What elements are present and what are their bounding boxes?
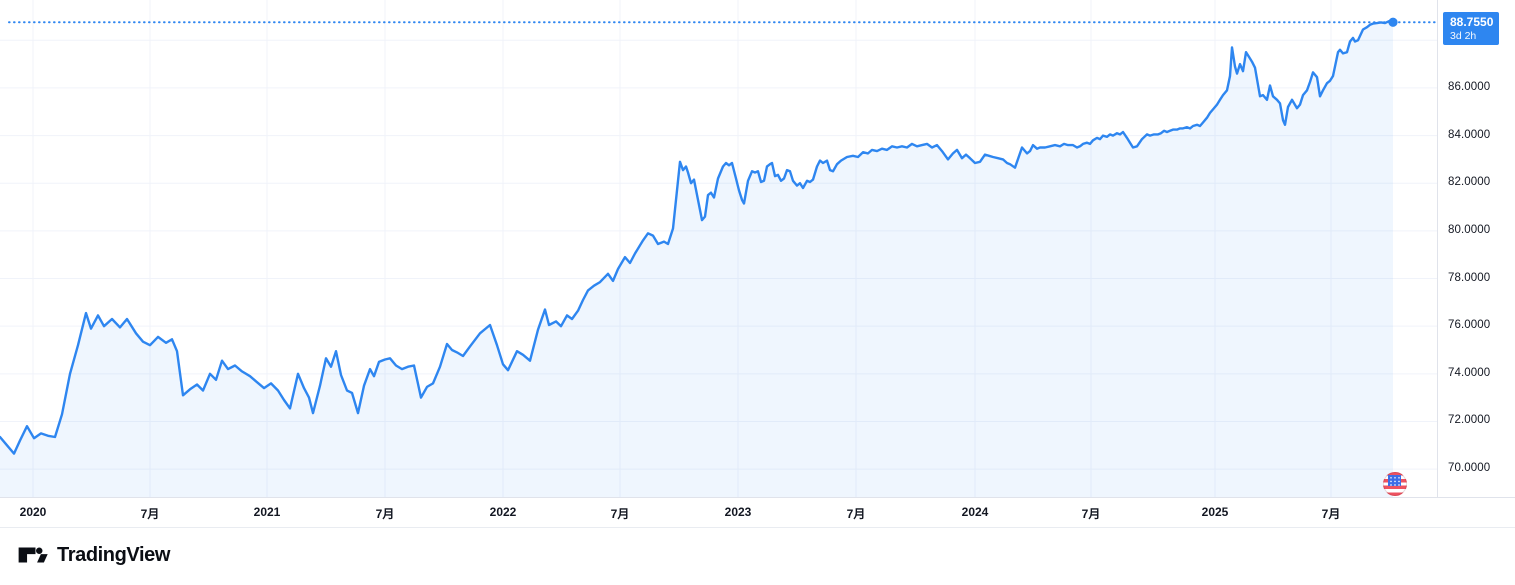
time-axis-label: 7月 — [1081, 507, 1101, 521]
price-axis-label: 84.0000 — [1448, 128, 1491, 141]
price-axis-label: 82.0000 — [1448, 176, 1491, 189]
price-axis-label: 72.0000 — [1448, 414, 1491, 427]
tradingview-logo-icon — [18, 547, 48, 563]
time-axis-label: 2021 — [253, 505, 281, 519]
us-flag-canton — [1387, 475, 1401, 486]
price-line — [0, 20, 1395, 455]
area-fill — [0, 21, 1393, 497]
price-axis-label: 70.0000 — [1448, 462, 1491, 475]
price-axis[interactable]: 86.0000 84.0000 82.0000 80.0000 78.0000 76.00… — [1437, 0, 1515, 527]
price-axis-label: 76.0000 — [1448, 319, 1491, 332]
bar-countdown: 3d 2h — [1450, 29, 1477, 42]
price-axis-label: 78.0000 — [1448, 271, 1491, 284]
time-axis-label: 7月 — [140, 507, 160, 521]
time-axis-label: 7月 — [375, 507, 395, 521]
price-axis-label: 74.0000 — [1448, 366, 1491, 379]
last-price-value: 88.7550 — [1450, 14, 1494, 29]
tradingview-logo[interactable]: TradingView — [18, 541, 170, 569]
last-price-dot — [1388, 17, 1398, 27]
time-axis-label: 7月 — [846, 507, 866, 521]
time-axis-label: 2024 — [961, 505, 989, 519]
divider — [0, 527, 1515, 528]
time-axis-label: 2025 — [1201, 505, 1229, 519]
tradingview-logo-text: TradingView — [57, 543, 171, 566]
time-axis-label: 7月 — [1321, 507, 1341, 521]
footer: TradingView — [0, 528, 1515, 585]
time-axis[interactable]: 2020 7月 2021 7月 2022 7月 2023 7月 2024 7月 2025 7月 — [0, 497, 1515, 528]
time-axis-label: 2020 — [19, 505, 47, 519]
time-axis-label: 2023 — [724, 505, 752, 519]
last-price-badge[interactable]: 88.7550 3d 2h — [1443, 12, 1499, 45]
price-axis-label: 86.0000 — [1448, 80, 1491, 93]
time-axis-label: 7月 — [610, 507, 630, 521]
price-chart[interactable] — [0, 0, 1437, 497]
price-axis-label: 80.0000 — [1448, 223, 1491, 236]
time-axis-label: 2022 — [489, 505, 517, 519]
us-flag-icon — [1383, 472, 1407, 496]
